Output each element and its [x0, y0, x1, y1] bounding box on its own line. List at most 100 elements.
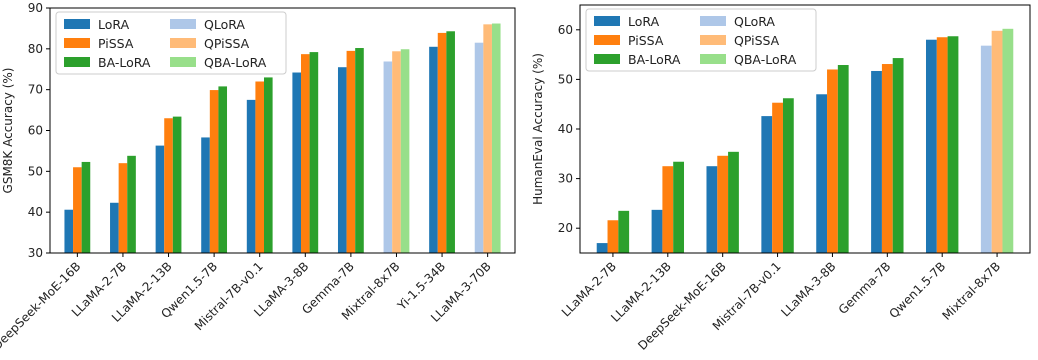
- legend-label: QBA-LoRA: [734, 52, 797, 67]
- legend-swatch: [64, 38, 90, 48]
- bar-qpissa-7: [991, 30, 1003, 254]
- legend-swatch: [170, 57, 196, 67]
- legend-label: PiSSA: [98, 36, 134, 51]
- bar-pissa-4: [255, 81, 265, 253]
- x-tick-label: Gemma-7B: [836, 259, 894, 317]
- bar-pissa-0: [73, 167, 82, 253]
- bar-pissa-3: [209, 90, 219, 253]
- bar-pissa-1: [662, 166, 674, 253]
- bar-ba-lora-1: [127, 155, 136, 253]
- legend-label: QPiSSA: [204, 36, 250, 51]
- legend-label: BA-LoRA: [628, 52, 681, 67]
- bar-ba-lora-2: [172, 116, 182, 253]
- bar-lora-3: [761, 116, 773, 253]
- y-tick-label: 40: [28, 205, 43, 219]
- bar-qba-lora-9: [491, 23, 501, 254]
- legend-swatch: [700, 35, 726, 45]
- bar-qpissa-9: [483, 24, 492, 254]
- bar-qlora-7: [383, 61, 393, 253]
- y-tick-label: 50: [28, 164, 43, 178]
- legend-label: QPiSSA: [734, 33, 780, 48]
- y-tick-label: 60: [558, 23, 573, 37]
- bar-lora-4: [246, 99, 256, 253]
- legend-label: QLoRA: [734, 14, 775, 29]
- legend-swatch: [64, 19, 90, 29]
- legend-label: QBA-LoRA: [204, 55, 267, 70]
- chart-2: 20 30 40 50 60 HumanEval Accuracy (%) LLaMA-2-…: [531, 4, 1031, 353]
- legend-label: QLoRA: [204, 17, 245, 32]
- bar-lora-5: [871, 70, 882, 253]
- bar-ba-lora-5: [892, 58, 904, 254]
- x-tick-label: DeepSeek-MoE-16B: [0, 259, 83, 353]
- bar-pissa-6: [936, 37, 948, 253]
- bar-lora-1: [651, 209, 663, 253]
- legend-label: PiSSA: [628, 33, 664, 48]
- y-axis-label: HumanEval Accuracy (%): [531, 53, 545, 205]
- bar-qlora-7: [980, 45, 992, 254]
- bar-qba-lora-7: [1002, 28, 1014, 254]
- bar-qpissa-7: [392, 51, 401, 254]
- bar-ba-lora-3: [218, 86, 228, 254]
- legend-swatch: [594, 16, 620, 26]
- y-tick-label: 30: [28, 246, 43, 260]
- bar-lora-1: [110, 202, 119, 253]
- y-tick-label: 40: [558, 122, 573, 136]
- bar-lora-6: [925, 39, 937, 253]
- legend-swatch: [700, 16, 726, 26]
- x-tick-label: LLaMA-2-7B: [559, 259, 619, 319]
- bar-ba-lora-4: [837, 65, 849, 254]
- x-tick-label: LLaMA-3-8B: [778, 259, 838, 319]
- bar-ba-lora-6: [355, 48, 364, 254]
- bar-qlora-9: [474, 42, 484, 254]
- y-tick-label: 70: [28, 83, 43, 97]
- y-tick-label: 80: [28, 42, 43, 56]
- bar-lora-5: [292, 72, 301, 254]
- bar-pissa-0: [607, 220, 619, 253]
- bar-pissa-6: [346, 50, 356, 253]
- bar-ba-lora-4: [264, 77, 273, 254]
- bar-pissa-8: [437, 32, 447, 254]
- bar-ba-lora-0: [81, 161, 91, 253]
- legend-label: BA-LoRA: [98, 55, 151, 70]
- y-tick-label: 50: [558, 72, 573, 86]
- y-tick-label: 30: [558, 172, 573, 186]
- bar-lora-3: [201, 137, 210, 253]
- bar-pissa-5: [881, 64, 893, 253]
- bar-pissa-5: [300, 54, 310, 254]
- y-tick-label: 90: [28, 1, 43, 15]
- chart-1: 30 40 50 60 70 80 90 GSM8K Accuracy (%) DeepSeek…: [0, 1, 516, 353]
- bar-lora-8: [429, 46, 438, 253]
- legend-swatch: [170, 38, 196, 48]
- bar-qba-lora-7: [400, 49, 410, 253]
- legend-swatch: [170, 19, 196, 29]
- legend-swatch: [594, 35, 620, 45]
- bar-ba-lora-2: [728, 151, 739, 253]
- bar-ba-lora-5: [309, 52, 319, 253]
- bar-lora-2: [706, 166, 718, 253]
- bar-pissa-3: [772, 102, 783, 253]
- x-tick-label: Qwen1.5-7B: [886, 259, 948, 321]
- bar-pissa-2: [717, 155, 729, 253]
- bar-pissa-2: [164, 118, 173, 253]
- legend-label: LoRA: [628, 14, 660, 29]
- x-tick-label: Mixtral-8x7B: [940, 259, 1004, 323]
- legend-label: LoRA: [98, 17, 130, 32]
- bar-lora-0: [64, 209, 74, 253]
- y-axis-label: GSM8K Accuracy (%): [1, 68, 15, 194]
- bar-ba-lora-6: [947, 36, 959, 253]
- legend-swatch: [700, 54, 726, 64]
- legend-swatch: [594, 54, 620, 64]
- bar-ba-lora-0: [618, 210, 630, 253]
- bar-ba-lora-3: [782, 98, 794, 253]
- bar-ba-lora-1: [673, 161, 685, 253]
- bar-lora-0: [596, 243, 608, 253]
- bar-pissa-4: [827, 69, 838, 253]
- legend-swatch: [64, 57, 90, 67]
- bar-lora-4: [816, 94, 828, 253]
- bar-lora-2: [155, 145, 165, 253]
- bar-ba-lora-8: [446, 31, 455, 254]
- y-tick-label: 60: [28, 124, 43, 138]
- y-tick-label: 20: [558, 221, 573, 235]
